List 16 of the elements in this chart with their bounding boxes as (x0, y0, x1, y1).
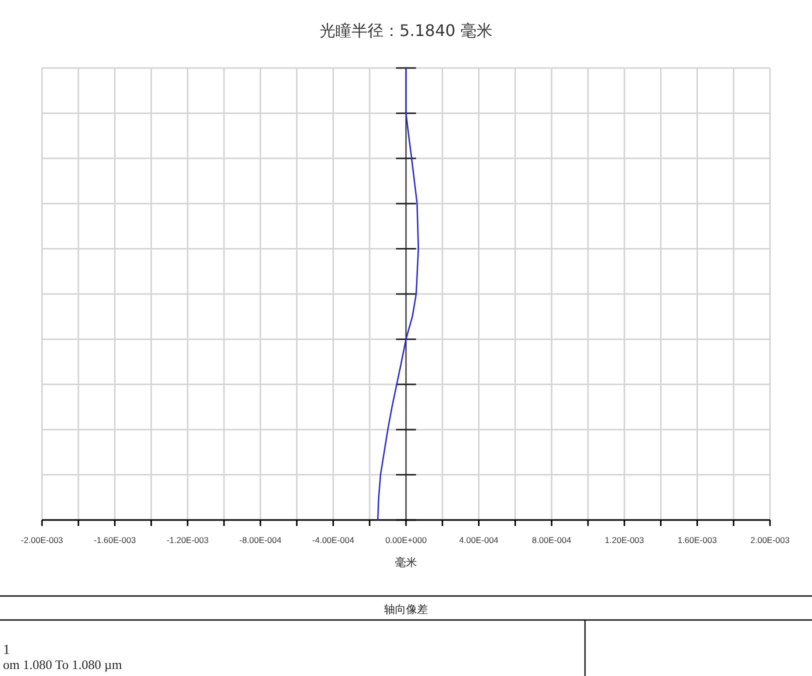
x-tick-label: -8.00E-004 (239, 535, 282, 545)
x-tick-label: 1.20E-003 (604, 535, 644, 545)
text: 1 (3, 643, 10, 658)
text: om 1.080 To 1.080 µm (3, 657, 122, 672)
x-tick-label: -1.60E-003 (94, 535, 136, 545)
x-tick-label: 1.60E-003 (678, 535, 718, 545)
chart-title: 光瞳半径：5.1840 毫米 (319, 21, 493, 40)
x-tick-label: 0.00E+000 (385, 535, 427, 545)
text: 轴向像差 (384, 603, 428, 616)
x-tick-label: -2.00E-003 (20, 535, 64, 545)
x-axis-title: 毫米 (395, 556, 417, 569)
x-tick-label: 2.00E-003 (750, 535, 790, 545)
x-tick-label: -4.00E-004 (312, 535, 354, 545)
x-tick-label: -1.20E-003 (166, 535, 209, 545)
x-tick-label: 4.00E-004 (459, 535, 499, 545)
x-tick-label: 8.00E-004 (532, 535, 572, 545)
